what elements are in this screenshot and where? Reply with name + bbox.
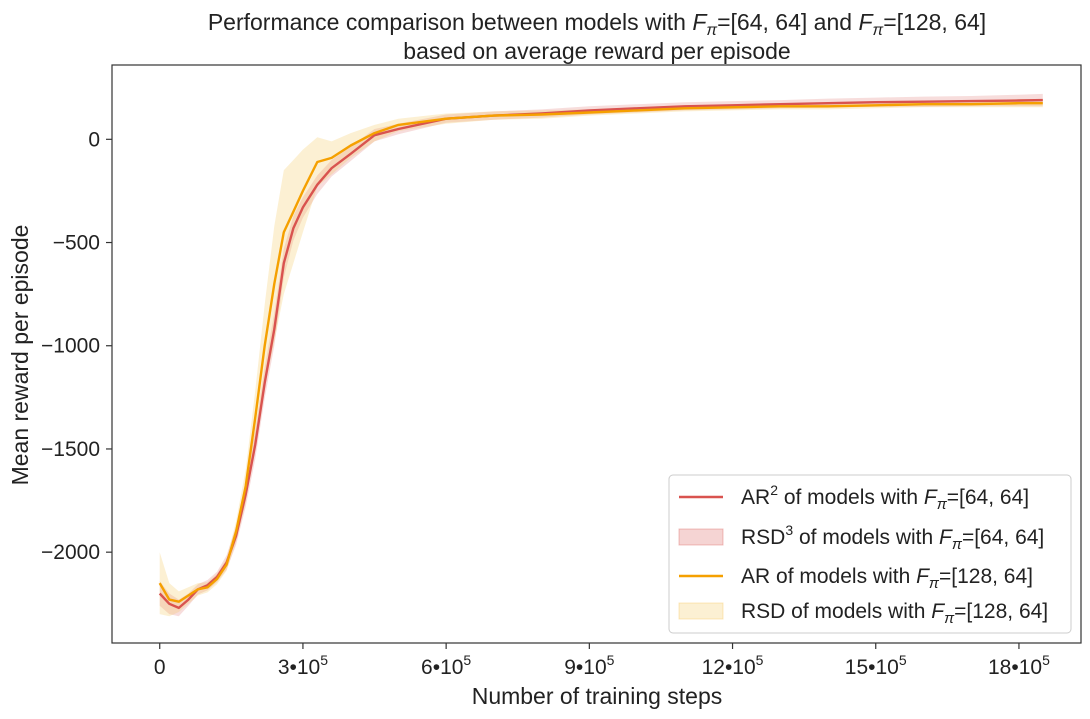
chart-title-line1: Performance comparison between models wi… (208, 9, 986, 39)
series-line-1 (158, 98, 1043, 610)
x-tick-label: 3•105 (278, 652, 328, 679)
y-tick-label: −500 (53, 232, 100, 255)
legend-label: AR2 of models with Fπ=[64, 64] (741, 482, 1029, 513)
y-tick-label: −1500 (41, 438, 100, 461)
y-tick-label: −1000 (41, 335, 100, 358)
legend-label: AR of models with Fπ=[128, 64] (741, 565, 1033, 592)
y-tick-label: 0 (88, 128, 100, 151)
chart-title-line2: based on average reward per episode (403, 38, 790, 64)
series-line-2 (158, 101, 1043, 603)
legend: AR2 of models with Fπ=[64, 64] RSD3 of mo… (668, 474, 1072, 634)
series-lines (158, 98, 1043, 610)
x-tick-label: 12•105 (702, 652, 764, 679)
x-tick-label: 18•105 (988, 652, 1050, 679)
x-tick-label: 0 (154, 656, 166, 679)
legend-band-swatch (678, 602, 724, 620)
y-axis-ticks: 0 −500 −1000 −1500 −2000 (41, 128, 112, 564)
legend-label: RSD of models with Fπ=[128, 64] (741, 600, 1048, 627)
legend-band-swatch (678, 528, 724, 546)
legend-label: RSD3 of models with Fπ=[64, 64] (741, 522, 1044, 553)
x-tick-label: 6•105 (421, 652, 471, 679)
x-tick-label: 15•105 (845, 652, 907, 679)
y-tick-label: −2000 (41, 541, 100, 564)
x-axis-ticks: 0 3•105 6•105 9•105 12•105 15•105 18•105 (154, 643, 1050, 679)
x-tick-label: 9•105 (564, 652, 614, 679)
x-axis-label: Number of training steps (472, 683, 723, 709)
y-axis-label: Mean reward per episode (7, 225, 33, 486)
legend-box (668, 474, 1072, 634)
